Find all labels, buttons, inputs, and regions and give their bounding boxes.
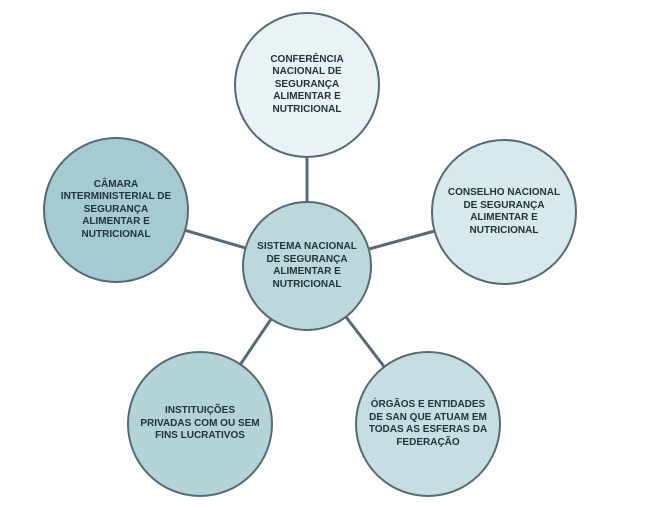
diagram-stage: SISTEMA NACIONAL DE SEGURANÇA ALIMENTAR … (0, 0, 655, 510)
outer-node-label: CONSELHO NACIONAL DE SEGURANÇA ALIMENTAR… (443, 187, 565, 237)
outer-node-label: INSTITUIÇÕES PRIVADAS COM OU SEM FINS LU… (139, 405, 261, 443)
outer-node-label: CÂMARA INTERMINISTERIAL DE SEGURANÇA ALI… (55, 179, 177, 242)
outer-node-top: CONFERÊNCIA NACIONAL DE SEGURANÇA ALIMEN… (234, 12, 380, 158)
center-node: SISTEMA NACIONAL DE SEGURANÇA ALIMENTAR … (242, 201, 372, 331)
outer-node-right: CONSELHO NACIONAL DE SEGURANÇA ALIMENTAR… (431, 139, 577, 285)
outer-node-label: ÓRGÃOS E ENTIDADES DE SAN QUE ATUAM EM T… (367, 399, 489, 449)
outer-node-bottom-left: INSTITUIÇÕES PRIVADAS COM OU SEM FINS LU… (127, 351, 273, 497)
outer-node-bottom-right: ÓRGÃOS E ENTIDADES DE SAN QUE ATUAM EM T… (355, 351, 501, 497)
outer-node-label: CONFERÊNCIA NACIONAL DE SEGURANÇA ALIMEN… (246, 54, 368, 117)
center-node-label: SISTEMA NACIONAL DE SEGURANÇA ALIMENTAR … (254, 241, 360, 291)
outer-node-left: CÂMARA INTERMINISTERIAL DE SEGURANÇA ALI… (43, 137, 189, 283)
